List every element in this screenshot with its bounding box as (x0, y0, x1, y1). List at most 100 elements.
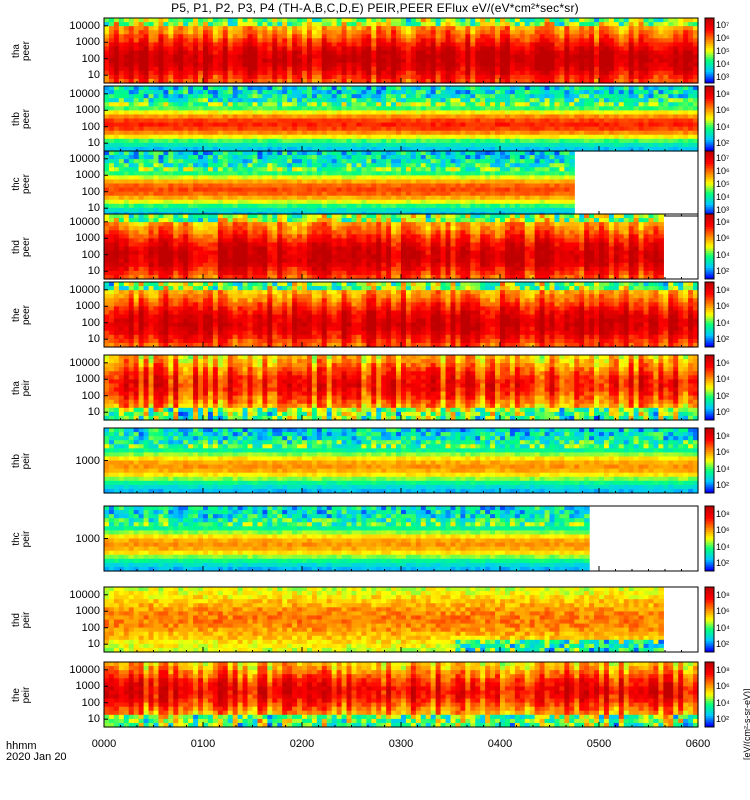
heat-cell (435, 18, 442, 23)
heat-cell (292, 191, 298, 197)
heat-cell (336, 130, 343, 136)
heat-cell (519, 46, 526, 52)
heat-cell (336, 90, 343, 95)
heat-cell (633, 106, 640, 111)
heat-cell (668, 66, 674, 72)
heat-cell (574, 70, 580, 76)
heat-cell (633, 74, 640, 80)
heat-cell (232, 50, 239, 56)
heat-cell (485, 58, 491, 64)
colorbar-segment (705, 92, 714, 96)
heat-cell (356, 159, 362, 164)
heat-cell (678, 98, 684, 103)
heat-cell (470, 30, 476, 35)
heat-cell (514, 70, 521, 76)
chart-title: P5, P1, P2, P3, P4 (TH-A,B,C,D,E) PEIR,P… (171, 1, 579, 15)
heat-cell (450, 138, 457, 144)
heat-cell (321, 50, 328, 56)
heat-cell (108, 30, 115, 35)
heat-cell (118, 151, 125, 156)
heat-cell (455, 94, 461, 99)
heat-cell (663, 138, 669, 144)
heat-cell (425, 114, 432, 120)
heat-cell (633, 46, 640, 52)
heat-cell (564, 62, 570, 68)
heat-cell (425, 34, 432, 39)
heat-cell (366, 122, 372, 128)
heat-cell (371, 146, 377, 152)
heat-cell (232, 126, 239, 132)
heat-cell (435, 102, 442, 107)
heat-cell (133, 18, 140, 23)
heat-cell (104, 106, 110, 111)
heat-cell (257, 130, 263, 136)
heat-cell (272, 175, 278, 181)
heat-cell (207, 191, 214, 197)
heat-cell (237, 146, 244, 152)
heat-cell (316, 38, 323, 43)
heat-cell (138, 78, 145, 84)
heat-cell (153, 183, 160, 189)
heat-cell (306, 54, 313, 60)
heat-cell (401, 22, 407, 27)
heat-cell (321, 126, 328, 132)
heat-cell (386, 199, 392, 205)
heat-cell (410, 126, 417, 132)
heat-cell (683, 134, 689, 140)
heat-cell (475, 146, 481, 152)
heat-cell (178, 22, 184, 27)
heat-cell (128, 163, 135, 168)
heat-cell (396, 163, 402, 168)
heat-cell (163, 126, 169, 132)
heat-cell (366, 146, 372, 152)
heat-cell (306, 199, 313, 205)
heat-cell (430, 122, 437, 128)
heat-cell (148, 70, 155, 76)
heat-cell (321, 146, 328, 152)
heat-cell (158, 146, 164, 152)
heat-cell (237, 62, 244, 68)
heat-cell (356, 18, 362, 23)
heat-cell (401, 26, 407, 31)
heat-cell (445, 74, 452, 80)
heat-cell (396, 54, 402, 60)
heat-cell (237, 142, 244, 148)
heat-cell (599, 122, 605, 128)
heat-cell (118, 203, 125, 209)
heat-cell (391, 30, 397, 35)
heat-cell (356, 74, 362, 80)
heat-cell (480, 66, 486, 72)
heat-cell (188, 114, 194, 120)
heat-cell (227, 167, 234, 172)
heat-cell (316, 187, 323, 193)
heat-cell (118, 66, 125, 72)
heat-cell (297, 118, 303, 124)
heat-cell (683, 142, 689, 148)
heat-cell (495, 18, 501, 23)
heat-cell (608, 46, 615, 52)
heat-cell (519, 138, 526, 144)
heat-cell (668, 58, 674, 64)
heat-cell (608, 54, 615, 60)
heat-cell (539, 122, 546, 128)
heat-cell (569, 134, 575, 140)
heat-cell (212, 146, 219, 152)
heat-cell (104, 90, 110, 95)
heat-cell (331, 134, 338, 140)
heat-cell (217, 58, 224, 64)
heat-cell (336, 183, 343, 189)
heat-cell (168, 70, 174, 76)
heat-cell (227, 171, 234, 176)
heat-cell (108, 126, 115, 132)
heat-cell (415, 50, 422, 56)
heat-cell (292, 138, 298, 144)
heat-cell (331, 163, 338, 168)
heat-cell (559, 78, 565, 84)
heat-cell (599, 66, 605, 72)
heat-cell (168, 163, 174, 168)
heat-cell (302, 34, 308, 39)
heat-cell (227, 26, 234, 31)
heat-cell (178, 163, 184, 168)
heat-cell (262, 203, 268, 209)
heat-cell (415, 58, 422, 64)
